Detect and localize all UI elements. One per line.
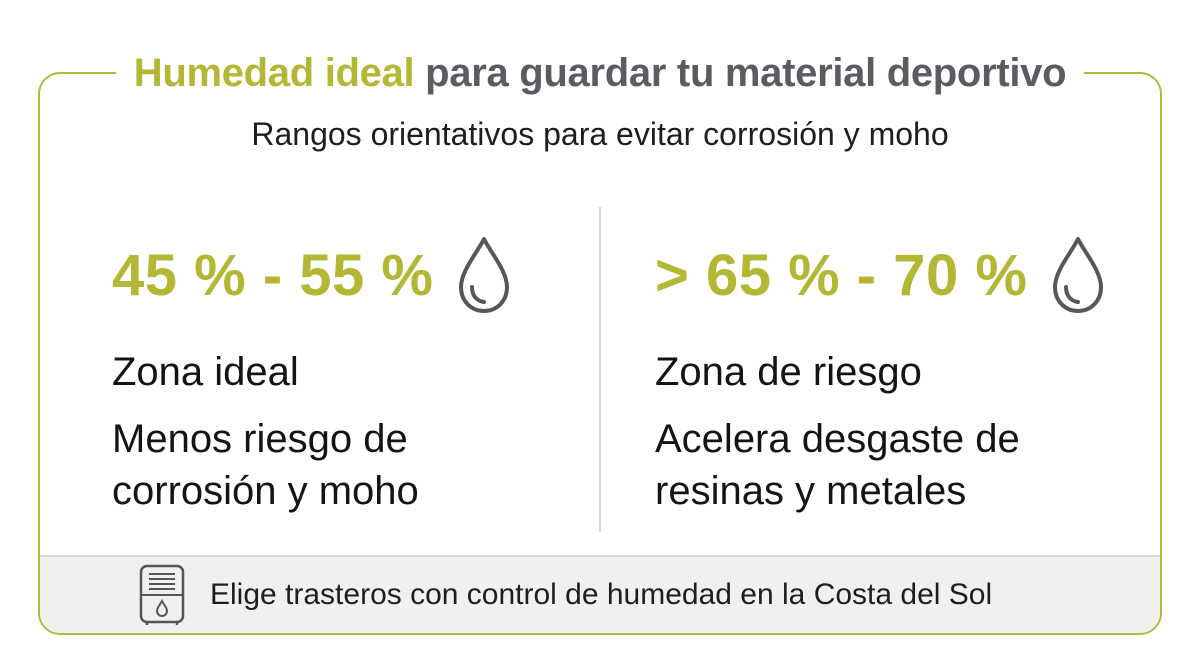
title-rest: para guardar tu material deportivo — [414, 51, 1067, 95]
page-subtitle: Rangos orientativos para evitar corrosió… — [251, 116, 949, 152]
risk-range: > 65 % - 70 % — [655, 242, 1028, 308]
ideal-zone-column: 45 % - 55 % Zona ideal Menos riesgo de c… — [112, 225, 532, 517]
risk-zone-description: Acelera desgaste de resinas y metales — [655, 417, 1020, 513]
title-accent: Humedad ideal — [133, 51, 415, 95]
ideal-range: 45 % - 55 % — [112, 242, 434, 308]
footer-banner: Elige trasteros con control de humedad e… — [40, 555, 1160, 633]
dehumidifier-icon — [139, 564, 185, 625]
ideal-zone-description: Menos riesgo de corrosión y moho — [112, 417, 419, 513]
column-divider — [599, 207, 601, 532]
ideal-range-row: 45 % - 55 % — [112, 225, 532, 325]
risk-range-row: > 65 % - 70 % — [655, 225, 1115, 325]
footer-text: Elige trasteros con control de humedad e… — [210, 578, 993, 611]
water-drop-icon — [459, 237, 510, 313]
content-frame: Elige trasteros con control de humedad e… — [38, 72, 1162, 635]
title-wrap: Humedad ideal para guardar tu material d… — [0, 47, 1200, 99]
risk-zone-column: > 65 % - 70 % Zona de riesgo Acelera des… — [655, 225, 1115, 517]
water-drop-icon — [1053, 237, 1104, 313]
ideal-zone-label: Zona ideal — [112, 350, 299, 394]
page-title: Humedad ideal para guardar tu material d… — [115, 47, 1085, 99]
risk-zone-label: Zona de riesgo — [655, 350, 922, 394]
